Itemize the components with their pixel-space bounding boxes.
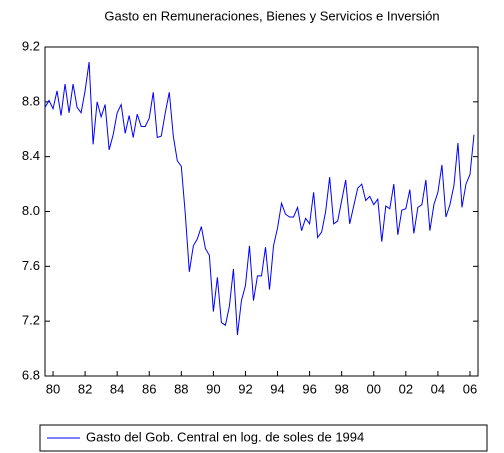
y-tick-label: 8.0 — [22, 203, 40, 218]
legend-box — [39, 424, 488, 452]
x-tick-label: 02 — [399, 381, 413, 396]
x-tick-label: 94 — [270, 381, 284, 396]
legend-label: Gasto del Gob. Central en log. de soles … — [86, 429, 364, 444]
x-tick-label: 86 — [142, 381, 156, 396]
x-tick-label: 04 — [431, 381, 445, 396]
y-tick-label: 7.6 — [22, 258, 40, 273]
line-series — [44, 62, 475, 335]
x-tick-label: 98 — [334, 381, 348, 396]
y-tick-label: 7.2 — [22, 313, 40, 328]
x-tick-label: 88 — [174, 381, 188, 396]
y-tick-label: 8.4 — [22, 148, 40, 163]
y-tick-label: 6.8 — [22, 367, 40, 382]
x-tick-label: 84 — [110, 381, 124, 396]
x-tick-label: 82 — [78, 381, 92, 396]
x-tick-label: 96 — [302, 381, 316, 396]
y-tick-label: 9.2 — [22, 38, 40, 53]
plot-frame — [44, 46, 479, 377]
x-tick-label: 06 — [463, 381, 477, 396]
y-tick-label: 8.8 — [22, 93, 40, 108]
x-tick-label: 00 — [367, 381, 381, 396]
x-tick-label: 80 — [46, 381, 60, 396]
chart-title: Gasto en Remuneraciones, Bienes y Servic… — [104, 8, 439, 23]
x-tick-label: 90 — [206, 381, 220, 396]
x-tick-label: 92 — [238, 381, 252, 396]
